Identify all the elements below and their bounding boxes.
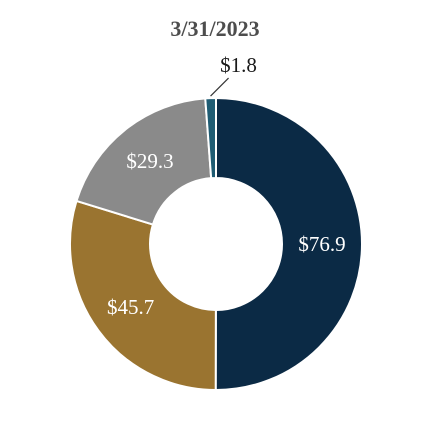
slices-group (69, 96, 363, 392)
slice-label: $45.7 (107, 295, 154, 319)
chart-title: 3/31/2023 (170, 16, 259, 41)
slice-labels-group: $76.9 $45.7 $29.3 $1.8 (107, 53, 346, 319)
slice-label: $1.8 (220, 53, 257, 77)
slice-label: $29.3 (126, 149, 173, 173)
leader-line (210, 77, 229, 97)
donut-slice (214, 96, 363, 392)
leader-lines-group (210, 77, 229, 97)
slice-label: $76.9 (298, 232, 345, 256)
donut-slice (75, 97, 213, 226)
donut-slice (204, 96, 217, 180)
donut-slice (69, 199, 217, 392)
